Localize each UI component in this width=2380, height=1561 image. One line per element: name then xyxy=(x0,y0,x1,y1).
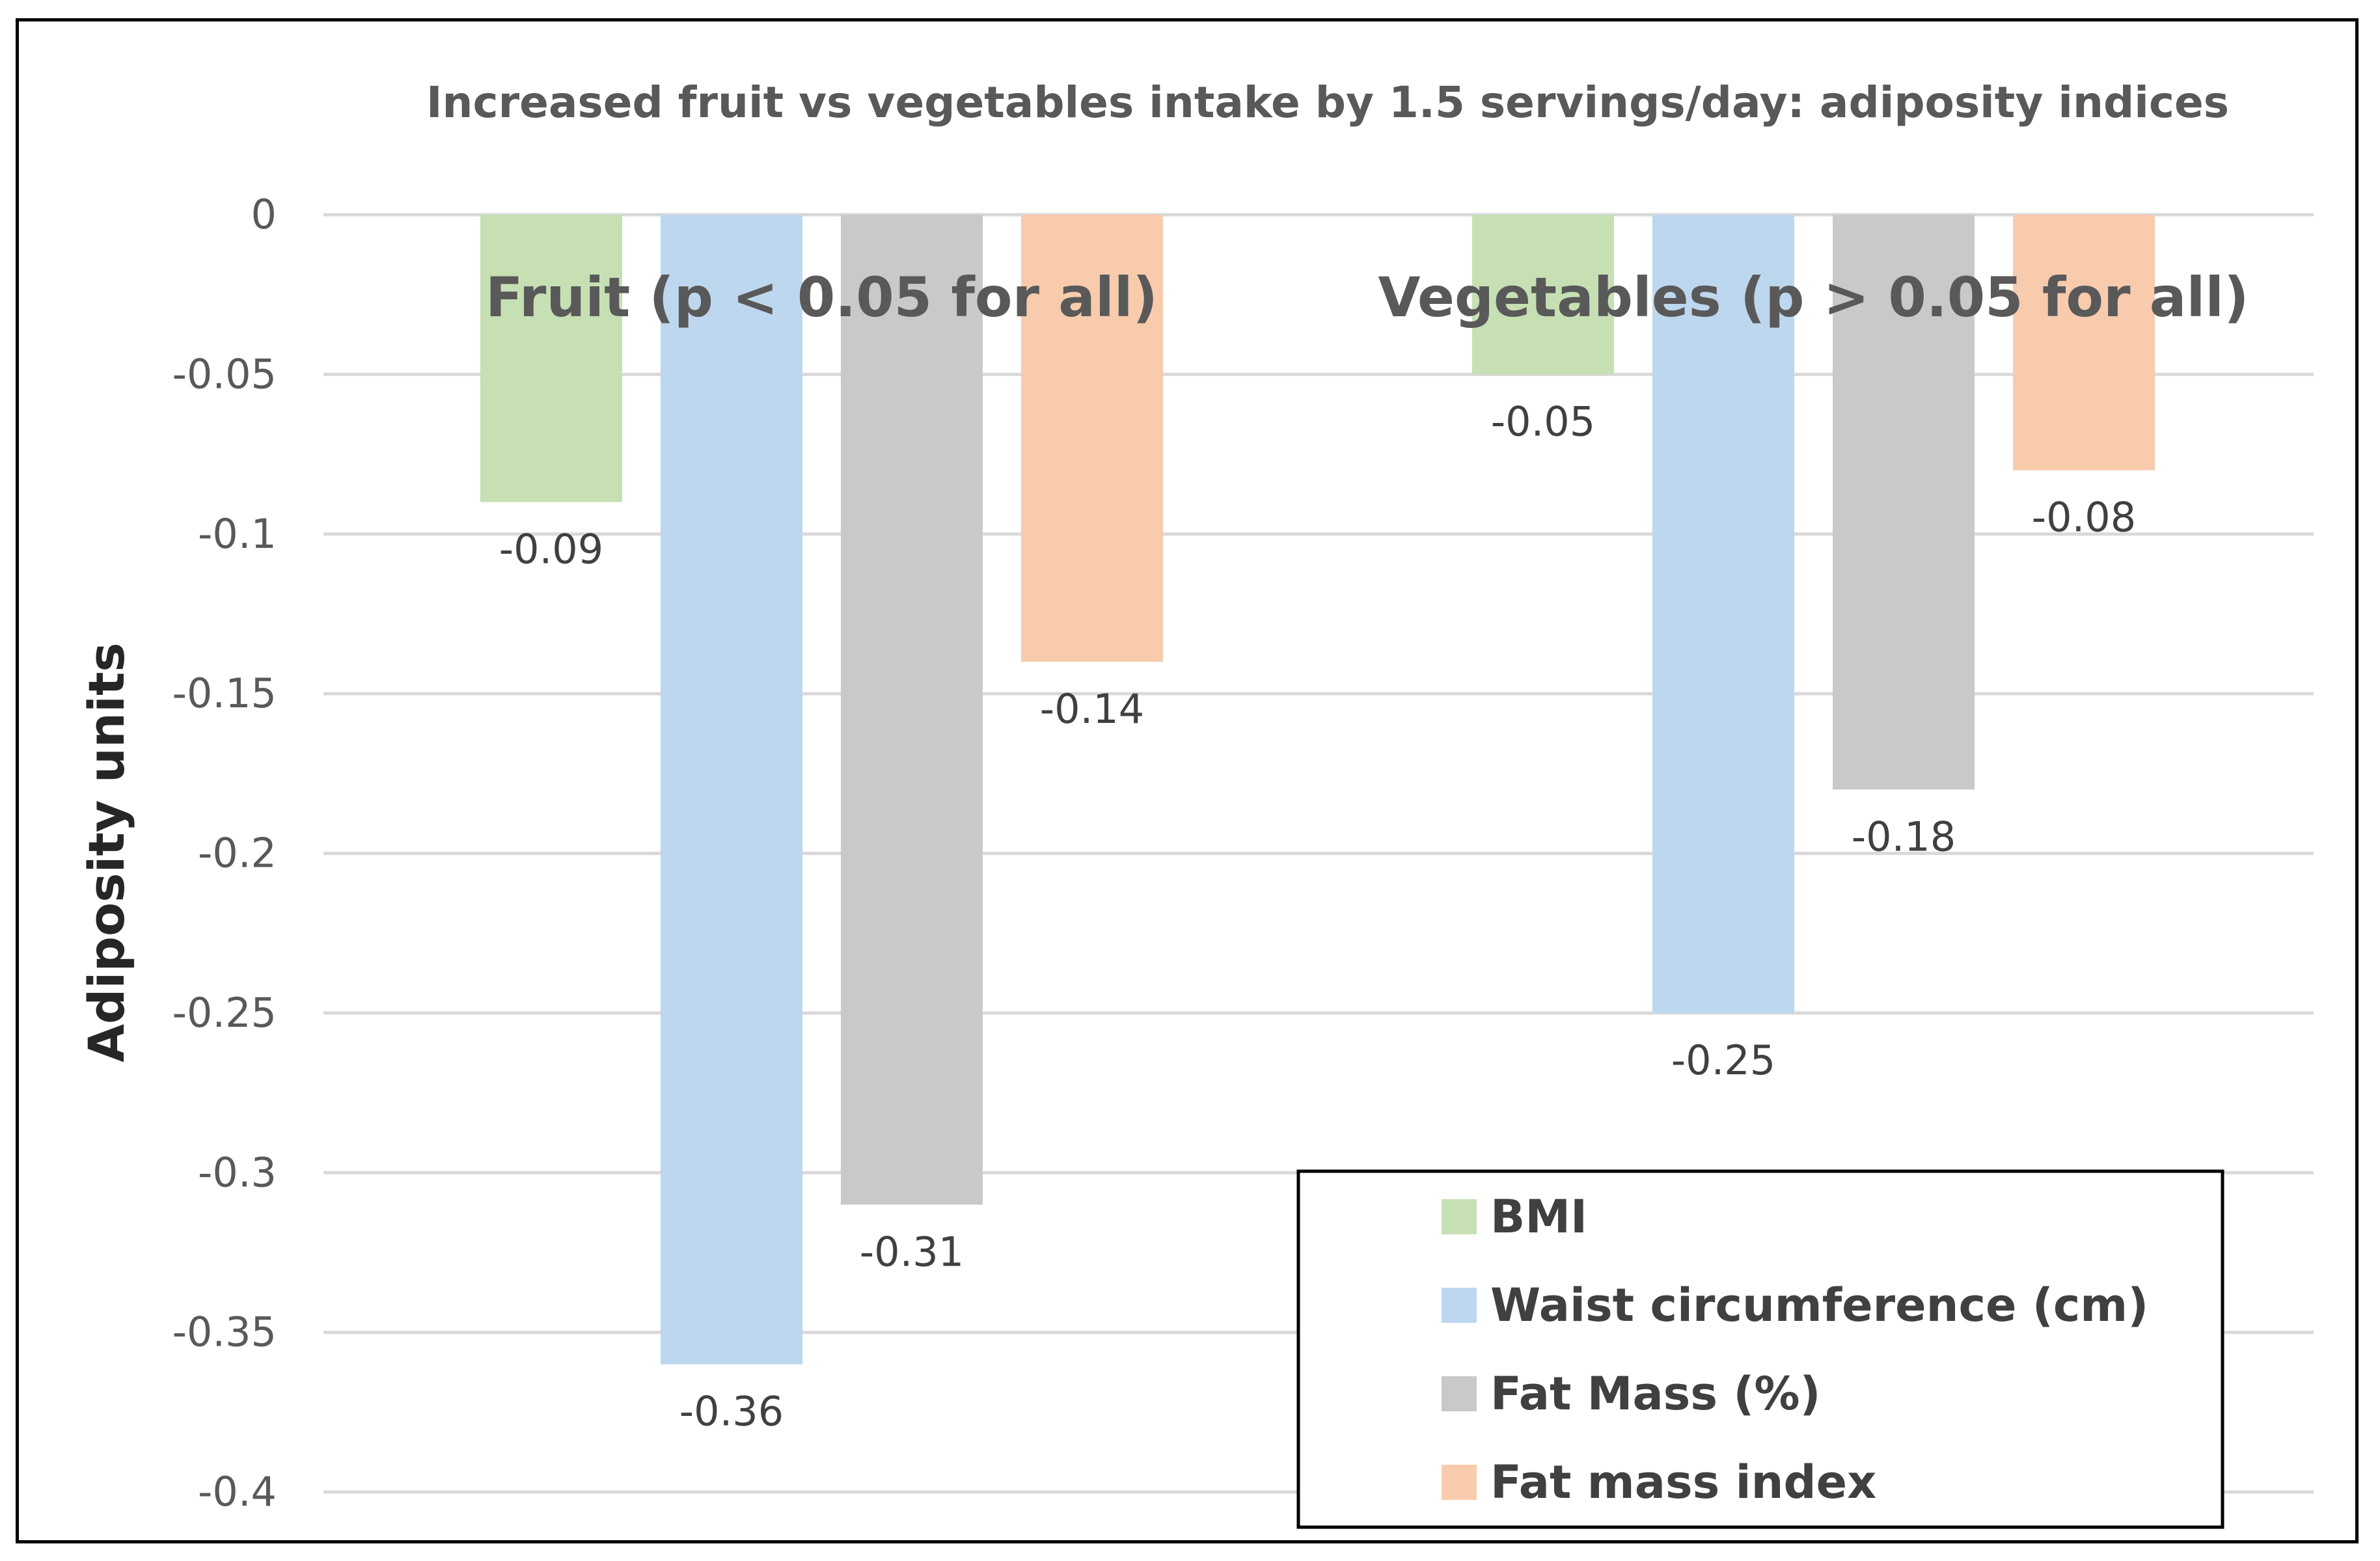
legend-label-2: Fat Mass (%) xyxy=(1490,1367,1821,1420)
data-label-1-0: -0.36 xyxy=(679,1388,784,1435)
category-label-0: Fruit (p < 0.05 for all) xyxy=(486,265,1158,329)
bar-0-0 xyxy=(480,215,622,502)
y-tick-label-1: -0.05 xyxy=(172,350,277,398)
y-tick-label-0: 0 xyxy=(251,191,277,238)
y-tick-label-4: -0.2 xyxy=(198,830,277,877)
chart-title: Increased fruit vs vegetables intake by … xyxy=(426,77,2229,128)
y-tick-label-5: -0.25 xyxy=(172,989,277,1037)
y-axis-ticks: 0 -0.05 -0.1 -0.15 -0.2 -0.25 -0.3 -0.35 -0.4 xyxy=(172,191,277,1515)
y-tick-label-3: -0.15 xyxy=(172,670,277,717)
y-tick-label-7: -0.35 xyxy=(172,1309,277,1356)
legend-label-3: Fat mass index xyxy=(1490,1456,1876,1509)
y-axis-label: Adiposity units xyxy=(77,642,135,1062)
bars xyxy=(480,215,2155,1364)
y-tick-label-8: -0.4 xyxy=(198,1468,277,1515)
data-label-3-1: -0.08 xyxy=(2032,494,2136,541)
data-label-3-0: -0.14 xyxy=(1040,685,1144,733)
legend: BMI Waist circumference (cm) Fat Mass (%) F… xyxy=(1296,1169,2224,1529)
data-label-2-1: -0.18 xyxy=(1852,813,1956,860)
data-label-0-0: -0.09 xyxy=(499,526,603,573)
y-tick-label-2: -0.1 xyxy=(198,510,277,558)
data-label-2-0: -0.31 xyxy=(860,1228,964,1275)
bar-1-0 xyxy=(661,215,802,1364)
legend-items: BMI Waist circumference (cm) Fat Mass (%) F… xyxy=(1442,1190,2148,1509)
legend-swatch-1 xyxy=(1442,1288,1477,1323)
data-label-0-1: -0.05 xyxy=(1491,398,1595,445)
data-label-1-1: -0.25 xyxy=(1671,1037,1775,1084)
legend-swatch-3 xyxy=(1442,1465,1477,1500)
data-labels: -0.09 -0.05 -0.36 -0.25 -0.31 -0.18 -0.14 -0.08 xyxy=(499,398,2136,1435)
legend-swatch-2 xyxy=(1442,1376,1477,1411)
bar-3-1 xyxy=(2013,215,2155,470)
bar-2-0 xyxy=(841,215,983,1205)
y-tick-label-6: -0.3 xyxy=(198,1148,277,1196)
category-labels: Fruit (p < 0.05 for all) Vegetables (p > … xyxy=(486,265,2249,329)
legend-swatch-0 xyxy=(1442,1199,1477,1234)
category-label-1: Vegetables (p > 0.05 for all) xyxy=(1378,265,2249,329)
bar-2-1 xyxy=(1833,215,1975,790)
legend-label-1: Waist circumference (cm) xyxy=(1490,1279,2148,1332)
bar-3-0 xyxy=(1021,215,1163,662)
bar-1-1 xyxy=(1652,215,1794,1013)
legend-label-0: BMI xyxy=(1490,1190,1587,1243)
bar-0-1 xyxy=(1472,215,1614,375)
